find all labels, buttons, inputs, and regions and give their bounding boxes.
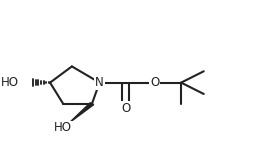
Text: N: N	[95, 76, 104, 89]
Text: HO: HO	[54, 122, 72, 134]
Polygon shape	[69, 103, 94, 123]
Text: O: O	[150, 76, 159, 89]
Text: O: O	[121, 102, 130, 115]
Text: HO: HO	[1, 76, 19, 89]
